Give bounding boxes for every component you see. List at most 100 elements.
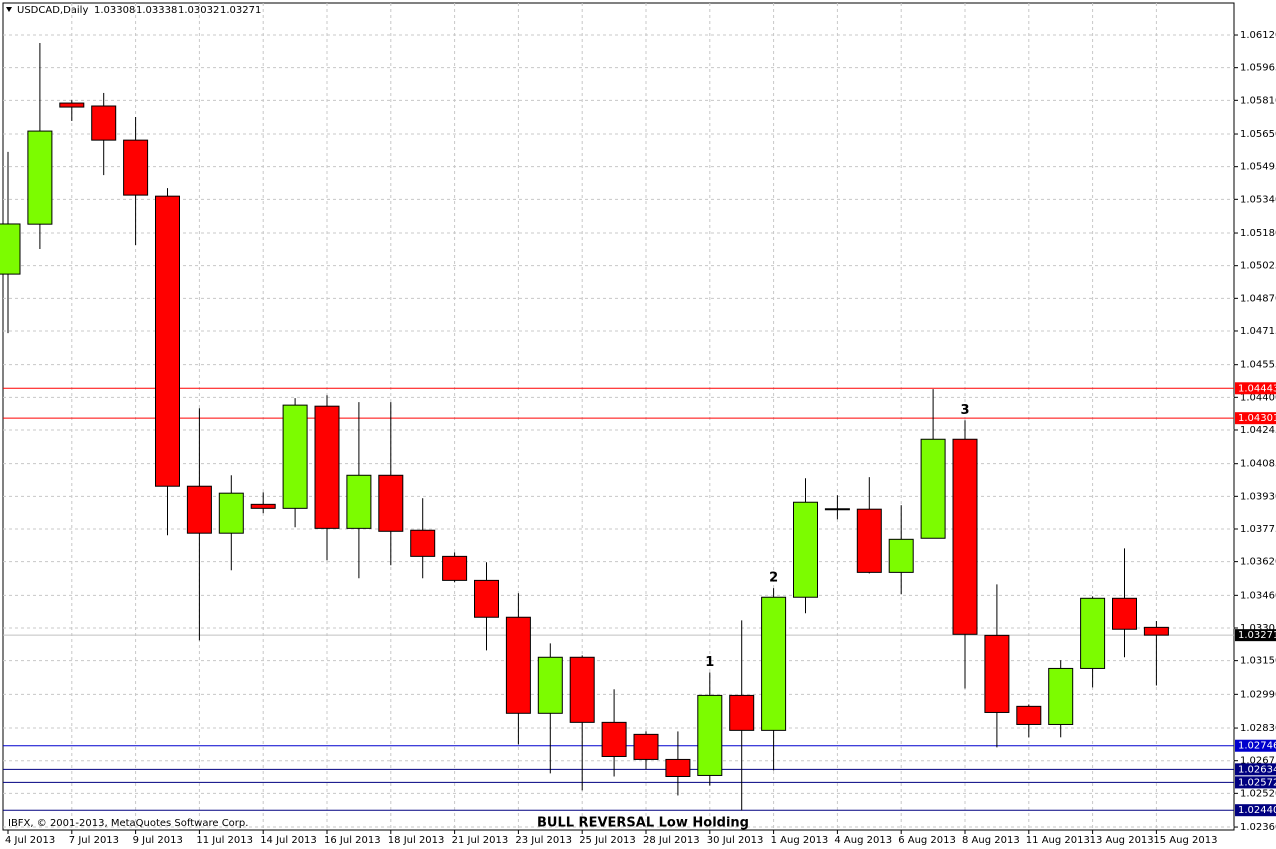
y-tick-label: 1.05180 [1240,228,1276,239]
candle-body [186,485,212,534]
level-label-box [1235,739,1276,752]
x-tick-label: 8 Aug 2013 [962,835,1020,846]
level-label-box [1235,776,1276,789]
candle-body [697,694,723,776]
y-tick-label: 1.03305 [1240,623,1276,634]
y-tick-label: 1.05810 [1240,95,1276,106]
candles [0,43,1169,811]
header-values: 1.03308 1.03338 1.03032 1.03271 [94,5,261,16]
candle-body [920,438,946,539]
x-tick-label: 18 Jul 2013 [388,835,445,846]
y-tick-label: 1.03775 [1240,524,1276,535]
caption: BULL REVERSAL Low Holding [537,816,749,831]
candle-body [442,555,468,581]
level-label: 1.02746 [1238,741,1276,752]
candle-body [1048,667,1074,725]
candle-body [474,579,499,618]
candle-body [378,474,404,532]
copyright: IBFX, © 2001-2013, MetaQuotes Software C… [8,818,248,829]
level-label-box [1235,382,1276,395]
header-value: 1.03032 [178,5,219,16]
y-tick-label: 1.06120 [1240,30,1276,41]
y-tick-label: 1.05025 [1240,261,1276,272]
x-tick-label: 9 Jul 2013 [133,835,183,846]
candle-body [250,503,276,509]
symbol-label: USDCAD,Daily [17,5,88,16]
annotation: 3 [960,403,969,418]
candle-body [1080,597,1106,669]
candle-body [0,223,21,275]
x-tick-label: 4 Jul 2013 [5,835,55,846]
x-tick-label: 21 Jul 2013 [452,835,509,846]
x-tick-label: 1 Aug 2013 [771,835,829,846]
header-value: 1.03338 [136,5,177,16]
x-tick-label: 14 Jul 2013 [260,835,317,846]
level-label-box [1235,412,1276,425]
y-tick-label: 1.02990 [1240,689,1276,700]
candle-body [952,438,978,635]
level-label-box [1235,763,1276,776]
candle-body [729,694,755,731]
y-tick-label: 1.05650 [1240,129,1276,140]
candle-body [314,405,340,529]
y-tick-label: 1.02360 [1240,822,1276,833]
current-price-box [1235,629,1276,642]
level-label: 1.04443 [1238,383,1276,394]
y-tick-label: 1.03150 [1240,656,1276,667]
y-tick-label: 1.05340 [1240,194,1276,205]
candle-body [537,656,563,714]
candle-body [601,721,627,757]
y-tick-label: 1.04245 [1240,425,1276,436]
y-tick-label: 1.03620 [1240,557,1276,568]
annotation: 1 [705,655,714,670]
candle-body [761,596,787,731]
y-tick-label: 1.04870 [1240,293,1276,304]
candle-body [27,130,53,225]
candle-body [218,492,244,534]
x-tick-label: 25 Jul 2013 [579,835,636,846]
x-tick-label: 4 Aug 2013 [834,835,892,846]
price-axis: 1.06120 1.05965 1.05810 1.05650 1.05495 1.053… [5,30,1276,846]
x-tick-label: 13 Aug 2013 [1090,835,1154,846]
current-price-label: 1.03271 [1238,630,1276,641]
y-tick-label: 1.05965 [1240,63,1276,74]
y-tick-label: 1.02675 [1240,756,1276,767]
level-label: 1.02572 [1238,777,1276,788]
y-tick-label: 1.04400 [1240,392,1276,403]
y-tick-label: 1.03930 [1240,491,1276,502]
plot-frame [2,2,1235,831]
candle-body [410,529,436,557]
y-tick-label: 1.04555 [1240,360,1276,371]
y-tick-label: 1.02830 [1240,723,1276,734]
candle-body [984,634,1010,713]
candle-body [155,195,180,487]
menu-triangle[interactable] [6,7,12,12]
y-tick-label: 1.04715 [1240,326,1276,337]
x-tick-label: 30 Jul 2013 [707,835,764,846]
x-tick-label: 11 Aug 2013 [1026,835,1090,846]
candle-body [665,758,691,777]
y-tick-label: 1.04085 [1240,459,1276,470]
level-label-box [1235,804,1276,817]
y-tick-label: 1.02520 [1240,788,1276,799]
header-value: 1.03308 [94,5,135,16]
candle-body [1112,597,1137,630]
candle-body [824,508,850,511]
y-tick-label: 1.05495 [1240,162,1276,173]
candle-body [346,474,372,529]
candle-body [1143,626,1169,636]
x-tick-label: 11 Jul 2013 [196,835,253,846]
x-tick-label: 23 Jul 2013 [515,835,572,846]
x-tick-label: 15 Aug 2013 [1153,835,1217,846]
candle-body [569,656,595,723]
candle-body [505,616,531,714]
x-tick-label: 6 Aug 2013 [898,835,956,846]
candle-body [91,105,117,141]
x-tick-label: 16 Jul 2013 [324,835,381,846]
level-label: 1.02440 [1238,805,1276,816]
level-label: 1.02634 [1238,764,1276,775]
x-tick-label: 7 Jul 2013 [69,835,119,846]
level-label: 1.04301 [1238,413,1276,424]
